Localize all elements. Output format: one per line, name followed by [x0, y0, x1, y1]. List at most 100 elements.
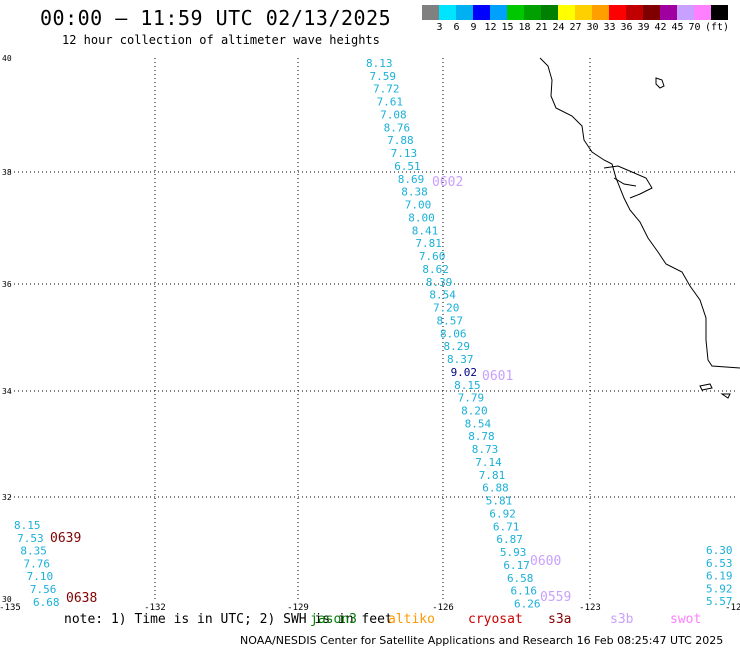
pass-label: 0601 [482, 369, 513, 384]
lat-lon-grid [10, 58, 736, 600]
swh-value: 6.88 [482, 482, 509, 495]
swh-value: 8.38 [401, 186, 428, 199]
california-coastline [539, 57, 740, 369]
swh-value: 8.78 [468, 430, 495, 443]
map-subtitle: 12 hour collection of altimeter wave hei… [62, 33, 380, 47]
swh-value: 8.73 [472, 443, 499, 456]
swh-value: 8.20 [461, 404, 488, 417]
pass-label: 0600 [530, 554, 561, 569]
satellite-legend-item: altiko [388, 612, 435, 627]
swh-value: 7.88 [387, 134, 414, 147]
longitude-tick-label: -120 [725, 603, 740, 613]
swh-value: 6.92 [489, 507, 516, 520]
legend-label: 36 [620, 22, 633, 33]
longitude-tick-label: -123 [579, 603, 601, 613]
footnote: note: 1) Time is in UTC; 2) SWH is in fe… [64, 612, 393, 627]
swh-value: 9.02 [451, 366, 478, 379]
legend-swatch [643, 5, 660, 20]
legend-label: 21 [535, 22, 548, 33]
legend-label: 12 [484, 22, 497, 33]
map-title: 00:00 – 11:59 UTC 02/13/2025 [40, 6, 392, 30]
bay-shoreline [603, 165, 653, 199]
pass-label: 0639 [50, 531, 81, 546]
latitude-tick-label: 32 [2, 493, 12, 502]
legend-label: 15 [501, 22, 514, 33]
swh-value: 8.57 [436, 314, 463, 327]
satellite-legend-item: jason3 [310, 612, 357, 627]
swh-value: 7.08 [380, 108, 407, 121]
swh-value: 8.39 [426, 276, 453, 289]
swh-value: 8.15 [14, 519, 41, 532]
longitude-tick-label: -132 [144, 603, 166, 613]
legend-swatch [490, 5, 507, 20]
island-2 [720, 393, 731, 399]
satellite-legend-item: s3b [610, 612, 634, 627]
swh-value: 7.76 [24, 557, 51, 570]
legend-swatch [677, 5, 694, 20]
swh-value: 6.16 [510, 585, 537, 598]
legend-swatch [456, 5, 473, 20]
legend-label: 24 [552, 22, 565, 33]
bay-shoreline-2 [613, 177, 637, 187]
swh-value: 8.06 [440, 327, 467, 340]
inland-lake [655, 77, 665, 89]
swh-value: 8.00 [408, 211, 435, 224]
swh-value: 6.26 [514, 598, 541, 611]
legend-label: 27 [569, 22, 582, 33]
legend-label: 45 [671, 22, 684, 33]
island-1 [699, 383, 713, 391]
swh-value: 7.56 [30, 583, 57, 596]
legend-swatch [439, 5, 456, 20]
legend-swatch [592, 5, 609, 20]
longitude-tick-label: -129 [287, 603, 309, 613]
legend-label: 70 [688, 22, 701, 33]
latitude-tick-label: 38 [2, 168, 12, 177]
swh-value: 8.76 [384, 121, 411, 134]
swh-value: 8.69 [398, 173, 425, 186]
legend-label: 33 [603, 22, 616, 33]
latitude-tick-label: 36 [2, 280, 12, 289]
swh-value: 7.72 [373, 83, 400, 96]
legend-label: 18 [518, 22, 531, 33]
swh-value: 7.81 [415, 237, 442, 250]
swh-value: 8.41 [412, 224, 439, 237]
legend-label: 3 [436, 22, 443, 33]
pass-label: 0559 [540, 590, 571, 605]
swh-value: 5.81 [486, 495, 513, 508]
legend-swatch [541, 5, 558, 20]
swh-value: 7.14 [475, 456, 502, 469]
legend-swatch [507, 5, 524, 20]
swh-value: 6.58 [507, 572, 534, 585]
swh-value: 7.13 [391, 147, 418, 160]
legend-label: (ft) [705, 22, 730, 33]
legend-swatch [473, 5, 490, 20]
swh-value: 6.19 [706, 570, 733, 583]
swh-value: 8.54 [465, 417, 492, 430]
legend-label: 9 [470, 22, 477, 33]
swh-value: 6.51 [394, 160, 421, 173]
legend-label: 30 [586, 22, 599, 33]
longitude-tick-label: -126 [432, 603, 454, 613]
swh-value: 6.17 [503, 559, 530, 572]
legend-swatch [609, 5, 626, 20]
swh-value: 6.87 [496, 533, 523, 546]
coastline [539, 57, 740, 399]
swh-value: 8.13 [366, 57, 393, 70]
satellite-legend-item: cryosat [468, 612, 523, 627]
swh-observations: 8.137.597.727.617.088.767.887.136.518.69… [14, 57, 733, 611]
pass-label: 0602 [432, 175, 463, 190]
swh-value: 8.54 [429, 289, 456, 302]
legend-swatch [660, 5, 677, 20]
swh-value: 7.79 [458, 392, 485, 405]
swh-value: 5.92 [706, 582, 733, 595]
swh-value: 7.60 [419, 250, 446, 263]
swh-value: 5.57 [706, 595, 733, 608]
swh-value: 7.10 [27, 570, 53, 583]
swh-value: 6.30 [706, 544, 733, 557]
color-legend: 3 6 9 12 15 18 21 24 27 30 33 36 39 42 45 70 (ft) [422, 5, 730, 33]
swh-value: 7.61 [377, 96, 404, 109]
swh-value: 7.53 [17, 532, 43, 545]
latitude-tick-label: 40 [2, 54, 12, 63]
legend-label: 39 [637, 22, 650, 33]
legend-swatch [711, 5, 728, 20]
